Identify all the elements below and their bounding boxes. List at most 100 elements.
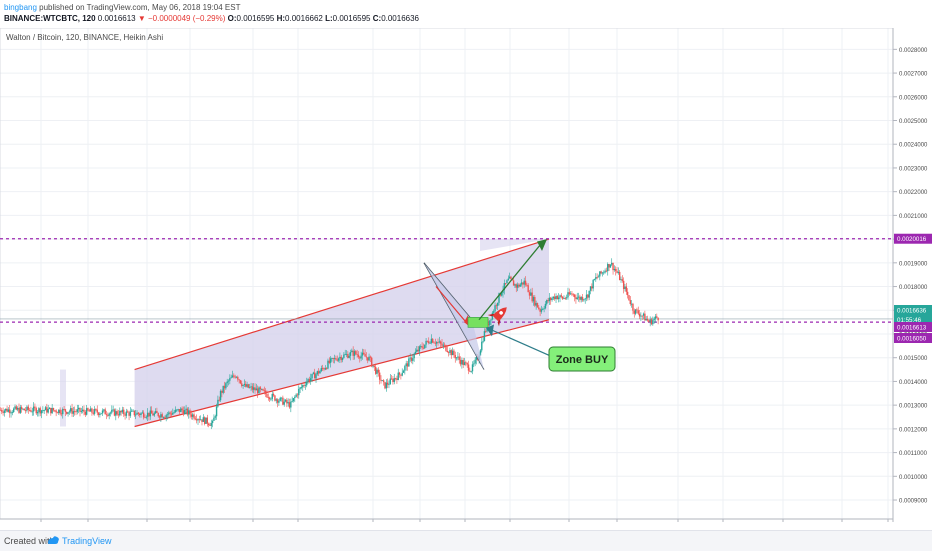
candle-body — [473, 363, 475, 365]
candle-body — [125, 411, 128, 416]
candle-body — [181, 408, 183, 411]
candle-body — [648, 320, 650, 322]
candle-body — [524, 280, 527, 285]
candle-body — [633, 310, 635, 314]
candle-body — [332, 358, 334, 359]
callout-arrow-line — [489, 328, 550, 356]
low-level-badge-text: 0.0016050 — [897, 336, 927, 343]
candle-body — [455, 357, 458, 359]
candle-body — [73, 411, 76, 412]
candle-body — [534, 297, 536, 306]
candle-body — [32, 406, 35, 412]
candle-body — [500, 293, 503, 296]
y-tick-label: 0.0023000 — [899, 166, 928, 172]
candle-body — [487, 323, 490, 326]
candle-body — [422, 347, 425, 349]
candle-body — [79, 407, 81, 412]
candle-body — [437, 342, 439, 343]
y-tick-label: 0.0024000 — [899, 143, 928, 149]
time-axis[interactable]: 91216192326May47101417212428Jun4 — [39, 519, 890, 522]
candle-body — [264, 390, 267, 394]
candle-body — [401, 372, 403, 376]
target-arrow-head — [537, 239, 547, 251]
candle-body — [296, 394, 299, 396]
candle-body — [40, 410, 43, 414]
candle-body — [231, 375, 234, 378]
candle-body — [320, 368, 323, 372]
candle-body — [396, 378, 398, 380]
candle-body — [272, 393, 275, 396]
candle-body — [453, 350, 455, 356]
candle-body — [207, 423, 210, 426]
candle-body — [108, 413, 110, 416]
candle-body — [600, 271, 602, 274]
y-tick-label: 0.0014000 — [899, 380, 928, 386]
candle-body — [255, 388, 258, 391]
candle-body — [392, 378, 394, 383]
candle-body — [508, 276, 511, 279]
candle-body — [154, 411, 157, 414]
last-price-badge-text: 0.0016636 — [897, 308, 927, 315]
candle-body — [376, 369, 378, 374]
candle-body — [380, 379, 382, 381]
candle-body — [199, 419, 202, 421]
candle-body — [425, 340, 427, 345]
candle-body — [111, 409, 113, 413]
candle-body — [89, 408, 92, 412]
y-tick-label: 0.0018000 — [899, 285, 928, 291]
candle-body — [254, 387, 256, 391]
candle-body — [621, 279, 624, 281]
candle-body — [28, 409, 31, 411]
candle-body — [372, 365, 374, 367]
close-price-badge: 0.0016613 — [894, 322, 932, 332]
candle-body — [226, 381, 228, 384]
candle-body — [547, 300, 549, 302]
candle-body — [88, 410, 90, 412]
candle-body — [165, 415, 167, 418]
candle-body — [442, 344, 445, 346]
candle-body — [314, 372, 316, 379]
tradingview-link[interactable]: TradingView — [62, 536, 112, 546]
candle-body — [100, 413, 102, 415]
high-level-badge-bg — [894, 233, 932, 244]
candle-body — [441, 343, 443, 346]
candle-body — [381, 380, 384, 382]
countdown-text: 01:55:46 — [897, 317, 922, 324]
candle-body — [103, 409, 105, 411]
candle-body — [420, 346, 422, 347]
candle-body — [193, 414, 195, 419]
candle-body — [573, 294, 576, 298]
candle-body — [270, 398, 272, 400]
candle-body — [93, 409, 96, 414]
candle-body — [583, 299, 585, 301]
candle-body — [3, 410, 6, 413]
candle-body — [543, 308, 545, 310]
candle-body — [388, 384, 390, 386]
close-label: C: — [372, 14, 382, 23]
author-link[interactable]: bingbang — [4, 3, 37, 12]
candle-body — [632, 303, 634, 311]
y-tick-label: 0.0012000 — [899, 427, 928, 433]
candle-body — [409, 357, 411, 359]
chart-pane[interactable]: Walton / Bitcoin, 120, BINANCE, Heikin A… — [0, 28, 932, 522]
candle-body — [324, 368, 327, 370]
candle-body — [85, 408, 88, 415]
candle-body — [451, 350, 454, 356]
candle-body — [439, 341, 442, 344]
candle-body — [450, 350, 452, 356]
candle-body — [164, 417, 166, 418]
candle-body — [10, 412, 12, 414]
candle-body — [565, 297, 568, 299]
candle-body — [596, 277, 598, 278]
candle-body — [559, 295, 561, 298]
candle-body — [361, 352, 364, 356]
candle-body — [367, 357, 369, 361]
candle-body — [567, 292, 569, 298]
candle-body — [430, 338, 433, 344]
candle-body — [6, 408, 8, 412]
rocket-fins — [487, 313, 501, 327]
candle-body — [34, 406, 36, 409]
candle-body — [356, 354, 358, 355]
candle-body — [189, 410, 191, 415]
candle-body — [327, 360, 329, 369]
